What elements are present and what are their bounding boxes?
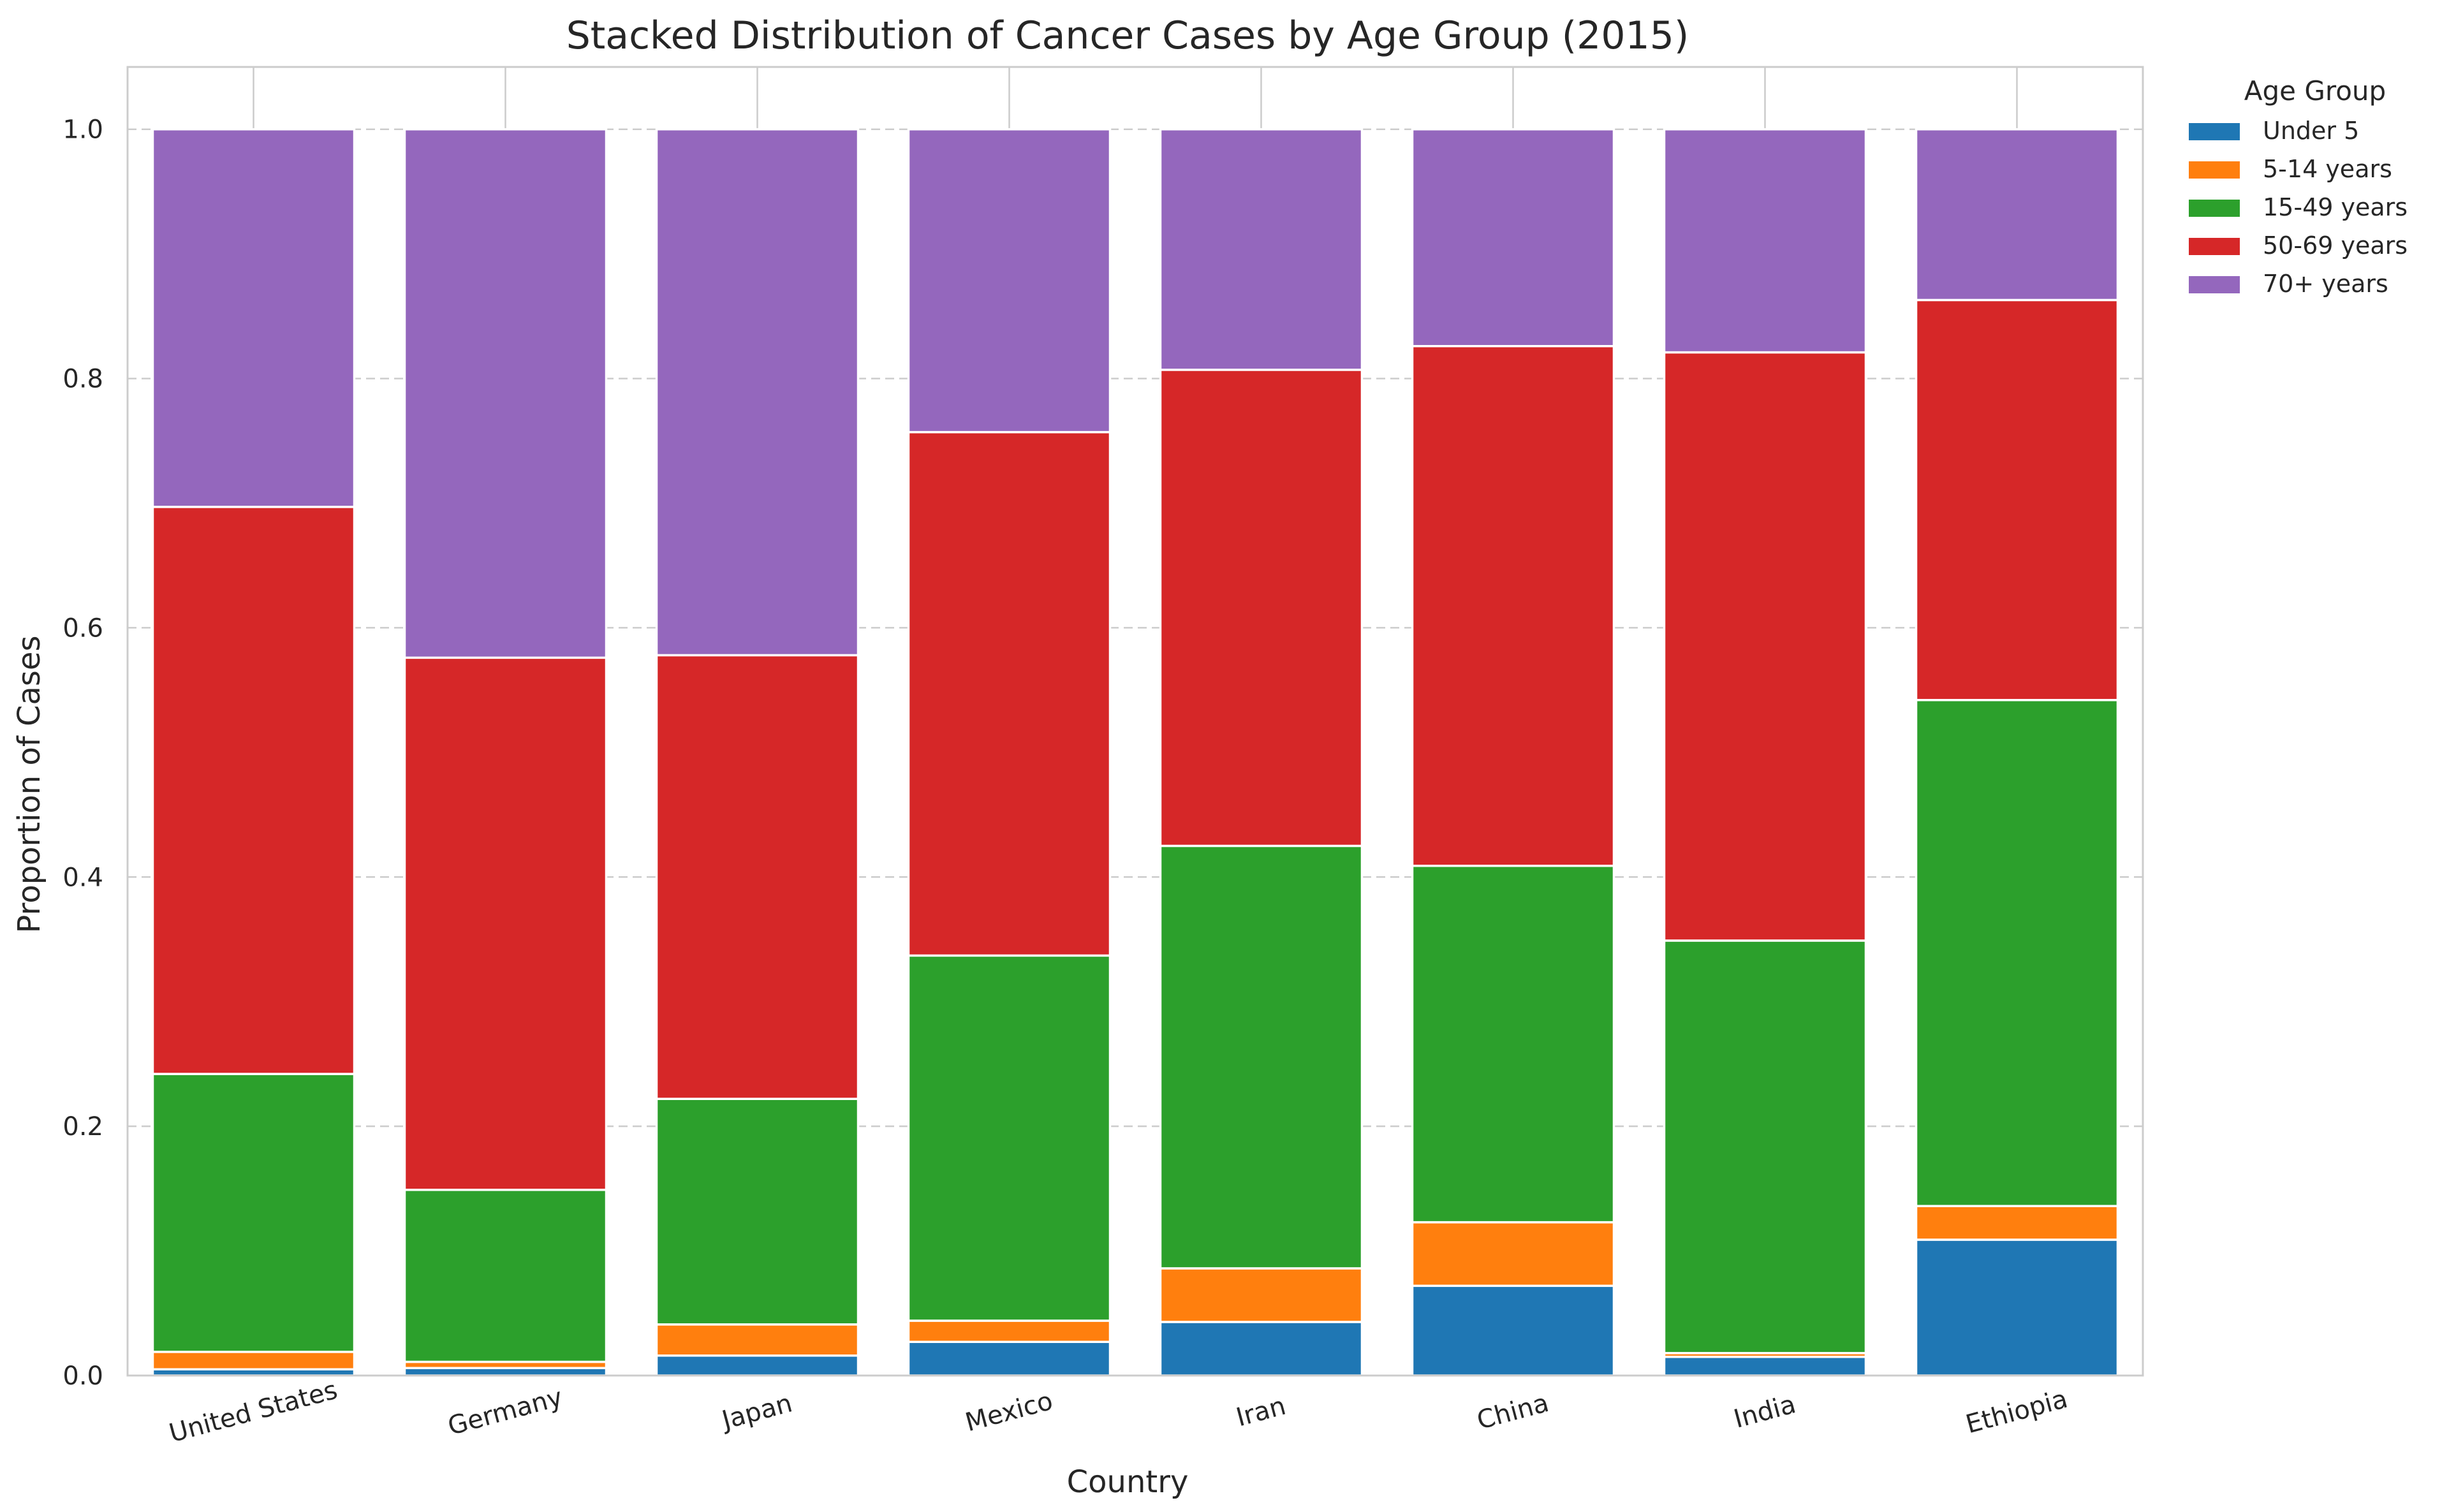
bar-segment (1411, 1221, 1615, 1288)
bar-segment (1411, 1284, 1615, 1377)
bar-segment (151, 1351, 356, 1370)
y-tick-label: 0.2 (63, 1112, 103, 1141)
plot-frame (126, 66, 2144, 1377)
bar-segment (1411, 864, 1615, 1224)
legend-label: 15-49 years (2263, 193, 2408, 221)
y-tick-label: 1.0 (63, 115, 103, 145)
bar-segment (151, 506, 356, 1075)
bar-segment (1915, 1238, 2119, 1377)
bar-segment (403, 128, 608, 659)
bar-segment (1411, 345, 1615, 867)
legend-label: 50-69 years (2263, 231, 2408, 260)
bar-segment (1663, 939, 1867, 1354)
chart-title: Stacked Distribution of Cancer Cases by … (566, 13, 1689, 58)
bar-segment (403, 656, 608, 1191)
x-axis-label: Country (1067, 1464, 1189, 1500)
bar-segment (907, 954, 1112, 1322)
bar-segment (1663, 351, 1867, 942)
bar-segment (655, 1097, 860, 1326)
legend-swatch (2189, 238, 2240, 255)
bar-segment (907, 1319, 1112, 1343)
legend-label: 5-14 years (2263, 155, 2392, 183)
bar-segment (655, 1354, 860, 1377)
bar-segment (151, 1073, 356, 1353)
bar-segment (1663, 1355, 1867, 1377)
legend-label: Under 5 (2263, 117, 2359, 145)
y-tick-label: 0.8 (63, 365, 103, 394)
bar-segment (1159, 128, 1364, 371)
bar-segment (907, 128, 1112, 434)
legend-swatch (2189, 161, 2240, 179)
bar-segment (1915, 1205, 2119, 1241)
bar-segment (1915, 298, 2119, 701)
legend-title: Age Group (2244, 75, 2386, 106)
bar-segment (1411, 128, 1615, 348)
bar-segment (655, 128, 860, 657)
y-tick-label: 0.0 (63, 1362, 103, 1391)
legend-swatch (2189, 123, 2240, 140)
y-tick-label: 0.6 (63, 613, 103, 643)
legend-swatch (2189, 276, 2240, 293)
bar-segment (907, 430, 1112, 957)
bars-layer (151, 128, 2119, 1377)
bar-segment (1915, 699, 2119, 1207)
legend-swatch (2189, 200, 2240, 217)
legend: Age Group Under 5 5-14 years 15-49 years 50… (2189, 75, 2408, 298)
bar-segment (1159, 1321, 1364, 1377)
bar-segment (1159, 369, 1364, 848)
y-axis-label: Proportion of Cases (11, 636, 47, 934)
bar-segment (655, 654, 860, 1100)
bar-segment (655, 1323, 860, 1357)
bar-segment (1915, 128, 2119, 302)
y-tick-label: 0.4 (63, 863, 103, 892)
bar-segment (1159, 844, 1364, 1270)
bar-segment (403, 1189, 608, 1363)
bar-segment (1663, 128, 1867, 354)
legend-items: Under 5 5-14 years 15-49 years 50-69 years 7… (2189, 117, 2408, 298)
bar-segment (403, 1367, 608, 1377)
legend-label: 70+ years (2263, 270, 2388, 298)
bar-segment (1159, 1267, 1364, 1323)
bar-segment (907, 1340, 1112, 1377)
bar-segment (151, 128, 356, 508)
